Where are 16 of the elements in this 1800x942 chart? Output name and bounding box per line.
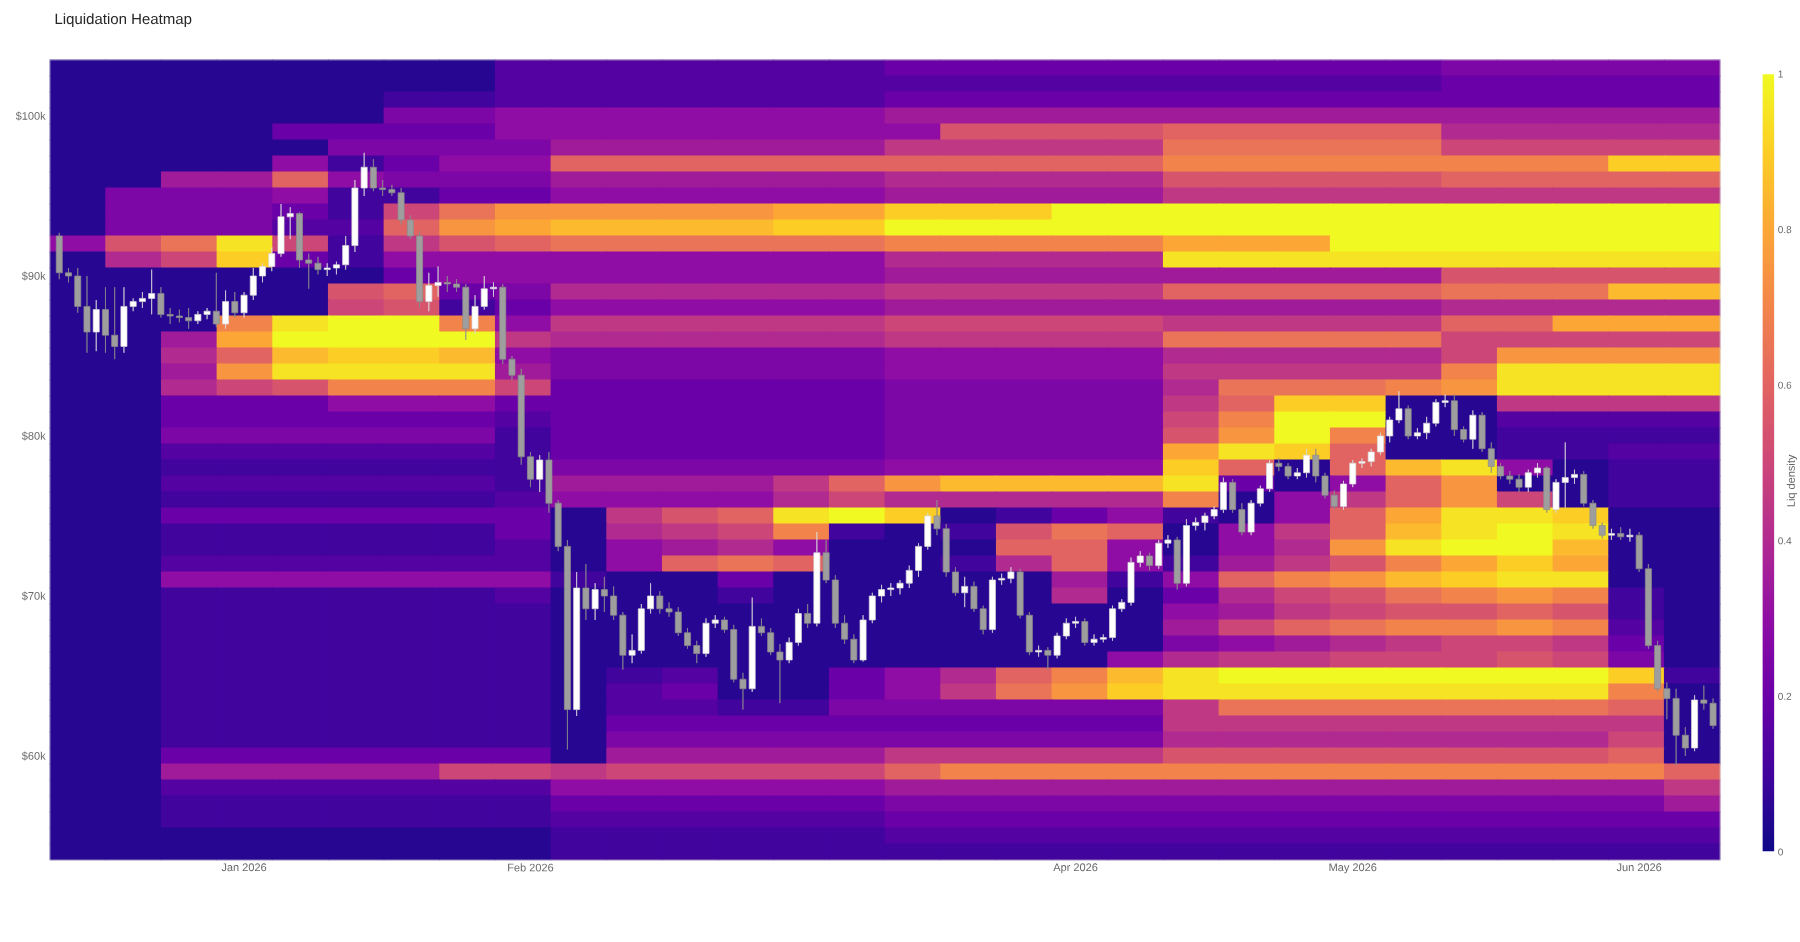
candlestick (961, 576, 969, 608)
candlestick (591, 582, 599, 621)
candlestick (1081, 618, 1089, 646)
candlestick (1044, 646, 1052, 670)
candlestick (813, 531, 821, 627)
candlestick (582, 563, 590, 621)
candlestick (1146, 552, 1153, 571)
candlestick (1626, 528, 1634, 542)
candlestick (1173, 536, 1181, 590)
candlestick (748, 597, 756, 693)
candlestick (1617, 526, 1625, 541)
candlestick (1691, 694, 1698, 752)
candlestick (804, 603, 812, 629)
candlestick (1035, 645, 1043, 658)
candlestick (1608, 528, 1615, 541)
candlestick (573, 571, 581, 717)
